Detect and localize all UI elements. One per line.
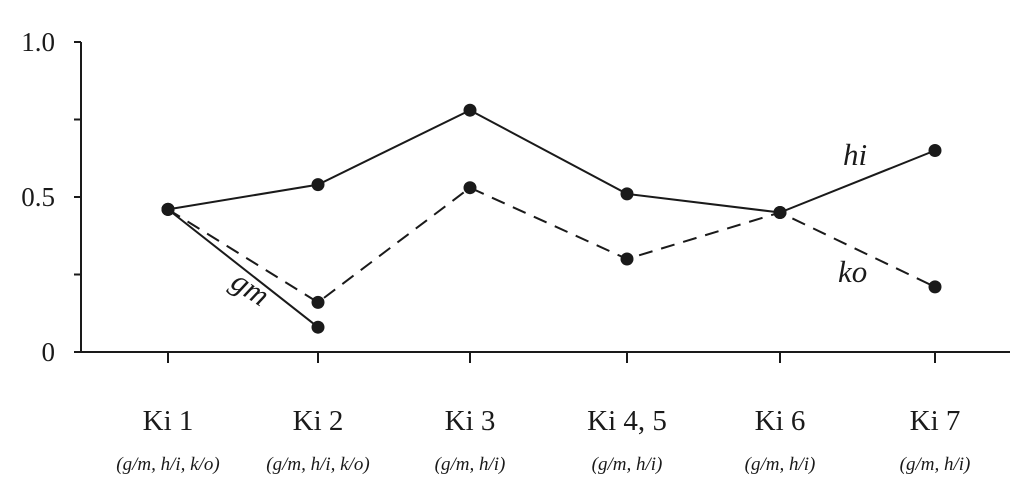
- data-point-ko: [463, 181, 477, 195]
- series-line-hi: [167, 109, 936, 214]
- y-tick-label: 0: [42, 337, 56, 367]
- x-category-label: Ki 6: [755, 405, 806, 437]
- y-tick-label: 0.5: [21, 182, 55, 212]
- x-category-sublabel: (g/m, h/i): [745, 454, 816, 475]
- x-category-sublabel: (g/m, h/i, k/o): [266, 454, 369, 475]
- x-category-sublabel: (g/m, h/i): [900, 454, 971, 475]
- data-point-ko: [620, 252, 634, 266]
- data-point-ko: [773, 206, 787, 219]
- series-line-ko: [167, 186, 936, 304]
- series-label-gm: gm: [225, 263, 276, 313]
- data-point-hi: [463, 103, 477, 117]
- y-tick-label: 1.0: [21, 27, 55, 57]
- x-category-label: Ki 2: [293, 405, 344, 437]
- data-point-hi: [311, 178, 325, 192]
- x-category-sublabel: (g/m, h/i, k/o): [116, 454, 219, 475]
- x-category-label: Ki 3: [445, 405, 496, 437]
- x-category-sublabel: (g/m, h/i): [592, 454, 663, 475]
- series-label-ko: ko: [838, 254, 867, 289]
- series-line-gm: [167, 208, 319, 328]
- series-lines: [167, 109, 936, 328]
- x-category-label: Ki 4, 5: [587, 405, 667, 437]
- series-points: [161, 103, 942, 334]
- data-point-hi: [928, 144, 942, 157]
- data-point-ko: [311, 295, 325, 309]
- data-point-gm: [311, 320, 325, 334]
- axes: [80, 42, 1010, 353]
- series-label-hi: hi: [843, 137, 867, 172]
- x-category-label: Ki 7: [910, 405, 961, 437]
- data-point-gm: [161, 202, 175, 216]
- series-labels: hi ko gm: [225, 137, 867, 313]
- x-axis-categories: Ki 1 (g/m, h/i, k/o) Ki 2 (g/m, h/i, k/o) Ki…: [116, 352, 970, 475]
- data-point-hi: [620, 187, 634, 201]
- y-axis-ticks: 0 0.5 1.0: [21, 27, 81, 367]
- data-point-ko: [928, 280, 942, 294]
- x-category-sublabel: (g/m, h/i): [435, 454, 506, 475]
- x-category-label: Ki 1: [143, 405, 194, 437]
